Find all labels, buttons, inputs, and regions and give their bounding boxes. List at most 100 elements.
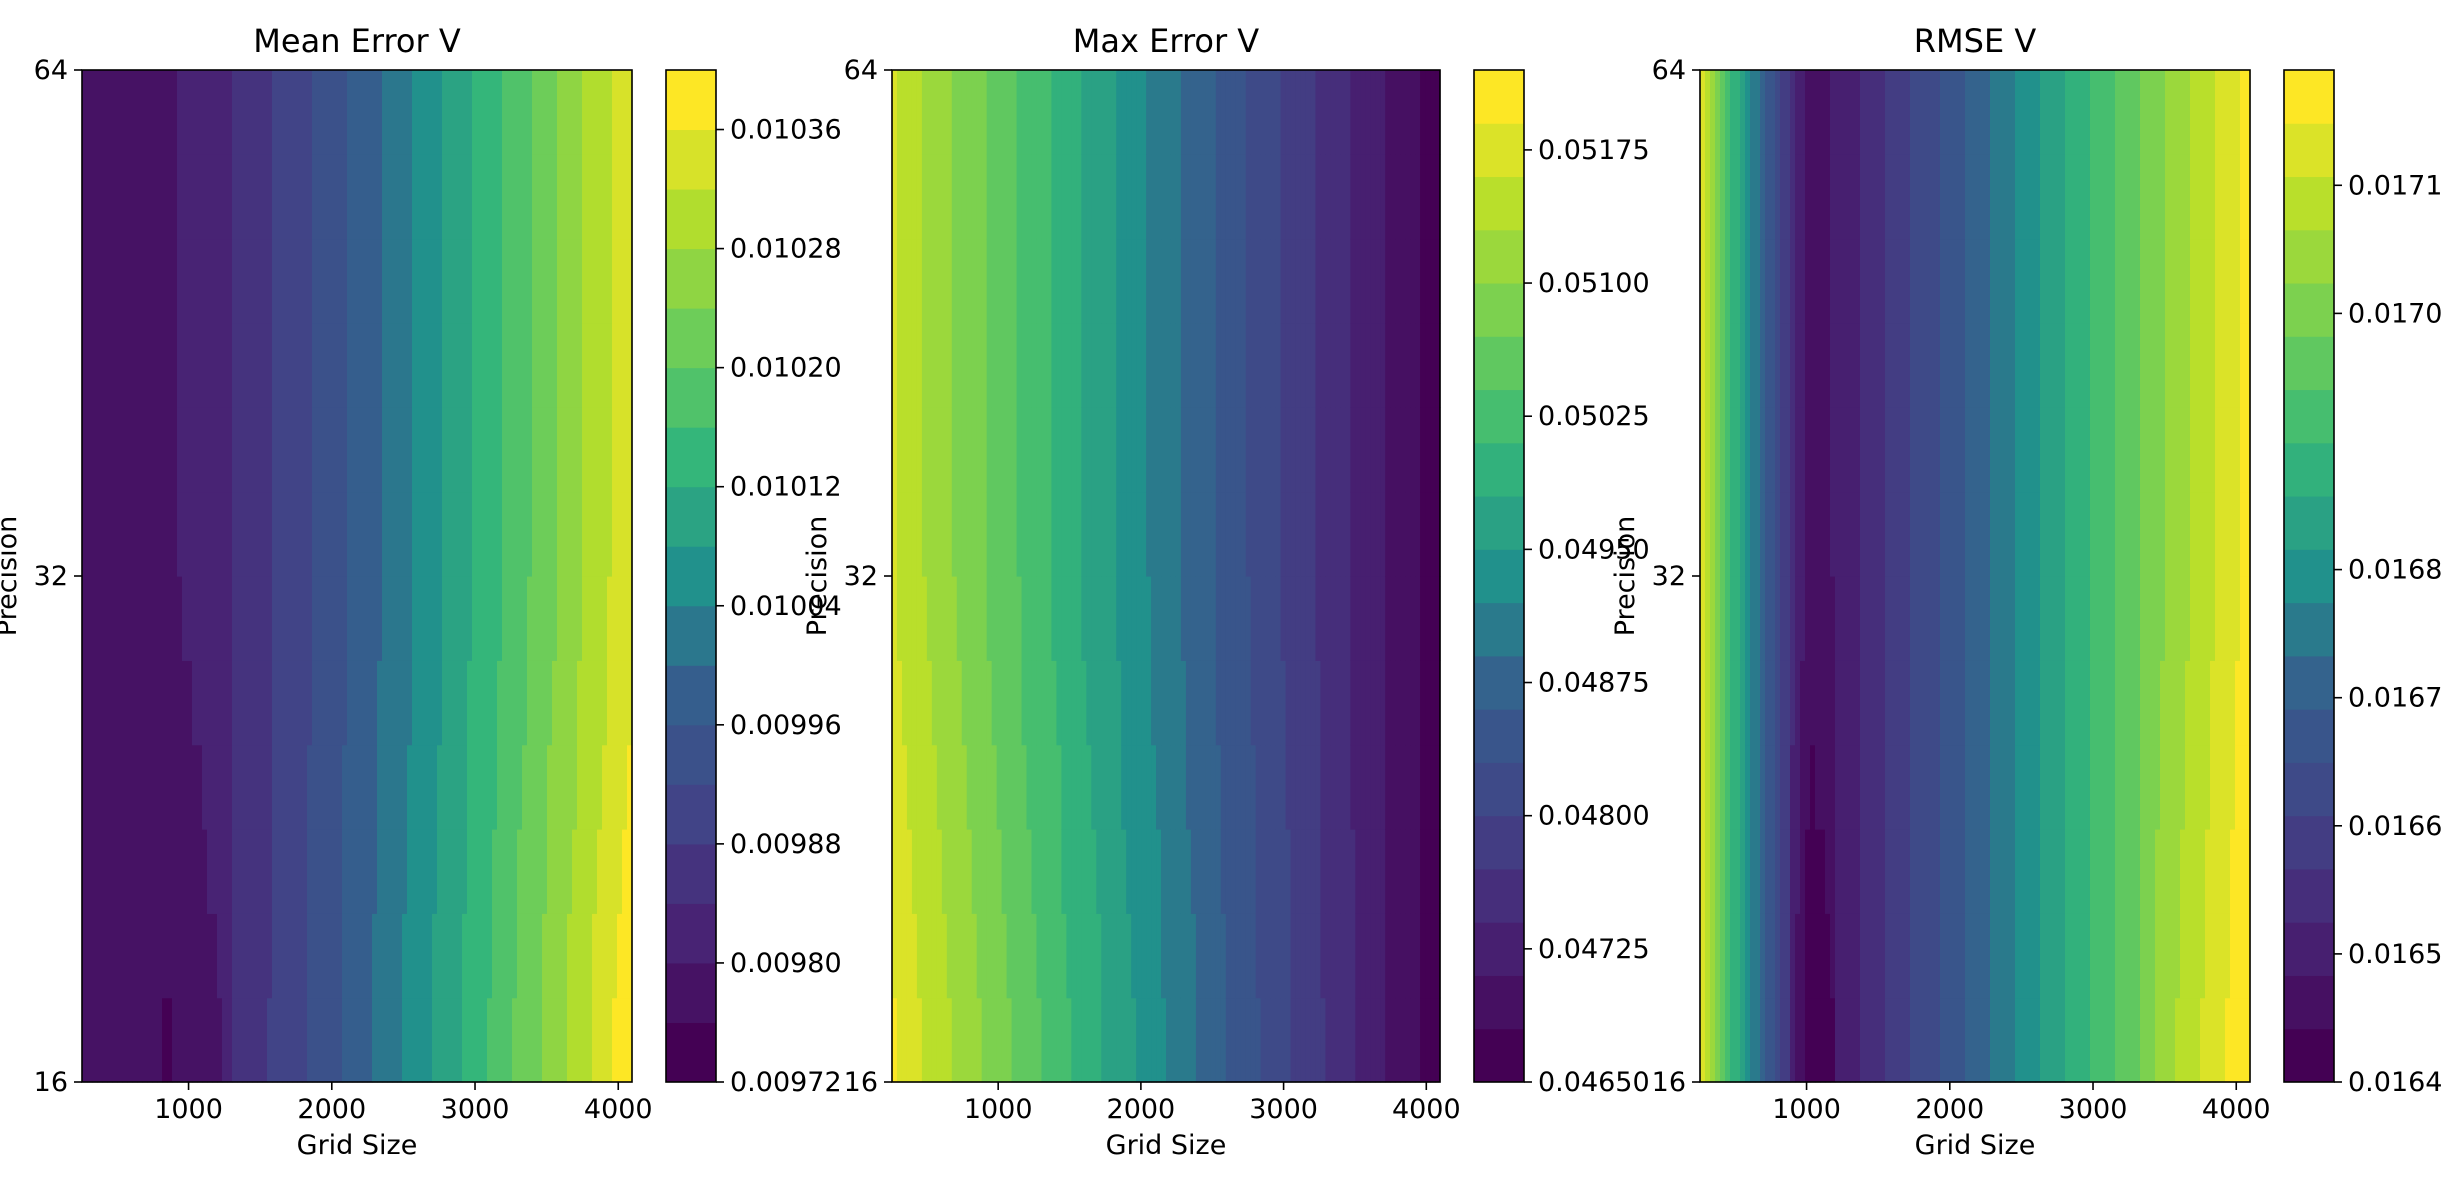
contour-cell	[2000, 238, 2006, 324]
contour-cell	[1955, 70, 1961, 155]
contour-cell	[597, 829, 603, 914]
contour-cell	[991, 913, 998, 999]
contour-cell	[1116, 660, 1122, 746]
contour-cell	[1945, 238, 1951, 324]
contour-cell	[1765, 660, 1771, 746]
contour-cell	[192, 70, 198, 155]
contour-cell	[502, 744, 508, 830]
contour-cell	[2090, 407, 2096, 493]
contour-cell	[332, 913, 338, 999]
contour-cell	[1195, 491, 1202, 577]
contour-cell	[1051, 913, 1057, 999]
colorbar-level	[1474, 123, 1524, 178]
contour-cell	[916, 744, 923, 830]
contour-cell	[1161, 154, 1167, 240]
contour-cell	[1220, 829, 1227, 914]
contour-cell	[1755, 576, 1761, 661]
contour-cell	[1011, 407, 1018, 493]
contour-cell	[2045, 576, 2051, 661]
contour-cell	[1170, 829, 1177, 914]
colorbar-level	[2284, 389, 2334, 444]
contour-cell	[347, 323, 353, 408]
contour-cell	[1405, 491, 1411, 577]
contour-cell	[437, 997, 443, 1083]
contour-cell	[1955, 660, 1961, 746]
contour-cell	[1740, 997, 1746, 1083]
contour-cell	[1745, 70, 1751, 155]
contour-cell	[2160, 70, 2166, 155]
contour-cell	[472, 913, 478, 999]
contour-cell	[921, 323, 928, 408]
contour-cell	[2240, 997, 2246, 1083]
contour-cell	[1275, 576, 1282, 661]
contour-cell	[1900, 576, 1906, 661]
contour-cell	[622, 70, 628, 155]
contour-cell	[961, 829, 968, 914]
contour-cell	[1855, 913, 1861, 999]
contour-cell	[901, 407, 908, 493]
contour-cell	[1980, 576, 1986, 661]
contour-cell	[971, 913, 978, 999]
contour-cell	[497, 829, 503, 914]
contour-cell	[1700, 997, 1706, 1083]
contour-cell	[916, 323, 923, 408]
contour-cell	[1985, 576, 1991, 661]
contour-cell	[517, 744, 523, 830]
contour-cell	[237, 660, 243, 746]
contour-cell	[137, 660, 143, 746]
contour-cell	[1205, 829, 1212, 914]
contour-cell	[1016, 491, 1023, 577]
contour-cell	[976, 323, 983, 408]
contour-cell	[457, 407, 463, 493]
contour-cell	[1880, 407, 1886, 493]
contour-cell	[1905, 70, 1911, 155]
contour-cell	[1725, 913, 1731, 999]
contour-cell	[1245, 407, 1252, 493]
contour-cell	[2240, 576, 2246, 661]
contour-cell	[567, 997, 573, 1083]
contour-cell	[167, 997, 173, 1083]
contour-cell	[2070, 997, 2076, 1083]
contour-cell	[1405, 238, 1411, 324]
contour-cell	[2135, 70, 2141, 155]
contour-cell	[1156, 829, 1162, 914]
contour-cell	[337, 913, 343, 999]
contour-cell	[2070, 238, 2076, 324]
contour-cell	[1880, 660, 1886, 746]
contour-cell	[97, 997, 103, 1083]
contour-cell	[991, 744, 998, 830]
contour-cell	[1735, 238, 1741, 324]
contour-cell	[1031, 154, 1038, 240]
contour-cell	[931, 407, 938, 493]
contour-cell	[357, 323, 363, 408]
contour-cell	[1166, 913, 1172, 999]
contour-cell	[2100, 829, 2106, 914]
contour-cell	[1250, 744, 1257, 830]
contour-cell	[911, 154, 918, 240]
contour-cell	[2055, 491, 2061, 577]
contour-cell	[1990, 407, 1996, 493]
contour-cell	[2160, 154, 2166, 240]
colorbar: 0.010360.010280.010200.010120.010040.009…	[665, 69, 842, 1098]
colorbar-level	[666, 665, 716, 726]
contour-cell	[1026, 576, 1033, 661]
contour-cell	[1046, 491, 1053, 577]
contour-cell	[1300, 576, 1307, 661]
contour-cell	[1031, 407, 1038, 493]
colorbar-level	[666, 605, 716, 666]
contour-cell	[1410, 913, 1416, 999]
contour-cell	[2170, 744, 2176, 830]
contour-cell	[2230, 997, 2236, 1083]
contour-cell	[2190, 660, 2196, 746]
contour-cell	[542, 323, 548, 408]
contour-cell	[1950, 491, 1956, 577]
contour-cell	[547, 323, 553, 408]
contour-cell	[2070, 154, 2076, 240]
contour-cell	[287, 744, 293, 830]
contour-cell	[2010, 407, 2016, 493]
contour-cell	[946, 323, 953, 408]
contour-cell	[1720, 576, 1726, 661]
contour-cell	[1745, 407, 1751, 493]
contour-cell	[2085, 238, 2091, 324]
contour-cell	[207, 154, 213, 240]
